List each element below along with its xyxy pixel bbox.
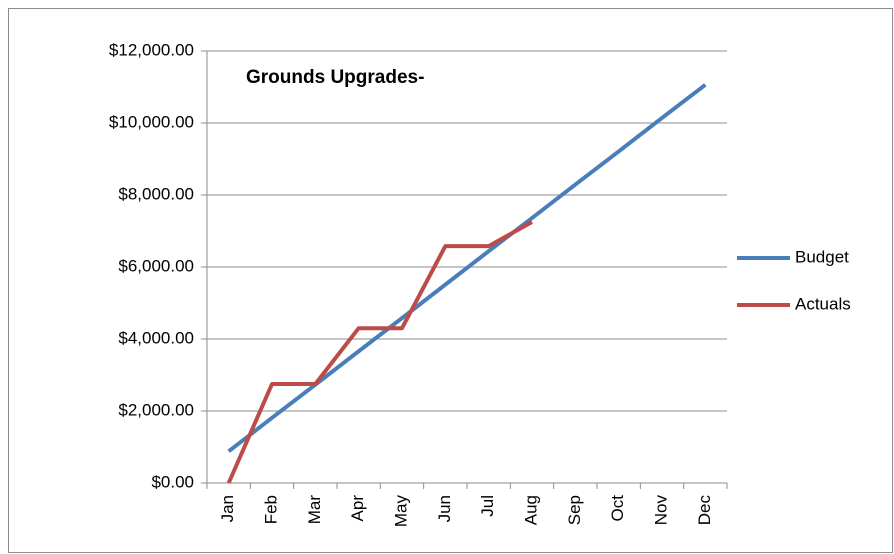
x-tick-label: Jul: [478, 495, 497, 517]
y-tick-label: $8,000.00: [118, 184, 194, 203]
chart-title: Grounds Upgrades-: [246, 67, 424, 88]
x-tick-label: Feb: [261, 495, 280, 524]
y-tick-label: $10,000.00: [109, 112, 194, 131]
chart-frame: [8, 8, 893, 553]
legend-label: Actuals: [795, 294, 851, 313]
y-tick-label: $2,000.00: [118, 400, 194, 419]
line-series: [227, 83, 707, 453]
y-tick-label: $0.00: [151, 472, 194, 491]
legend-label: Budget: [795, 247, 849, 266]
x-tick-label: Sep: [565, 495, 584, 525]
y-tick-label: $4,000.00: [118, 328, 194, 347]
x-tick-label: Dec: [695, 495, 714, 526]
x-tick-label: May: [391, 495, 410, 528]
y-tick-label: $12,000.00: [109, 40, 194, 59]
x-tick-label: Jun: [435, 495, 454, 522]
x-tick-label: Apr: [348, 495, 367, 522]
x-tick-label: Oct: [608, 495, 627, 522]
x-tick-label: Aug: [521, 495, 540, 525]
x-tick-label: Jan: [218, 495, 237, 522]
y-tick-label: $6,000.00: [118, 256, 194, 275]
x-tick-label: Mar: [305, 495, 324, 525]
x-tick-label: Nov: [651, 495, 670, 526]
line-series: [226, 220, 533, 484]
